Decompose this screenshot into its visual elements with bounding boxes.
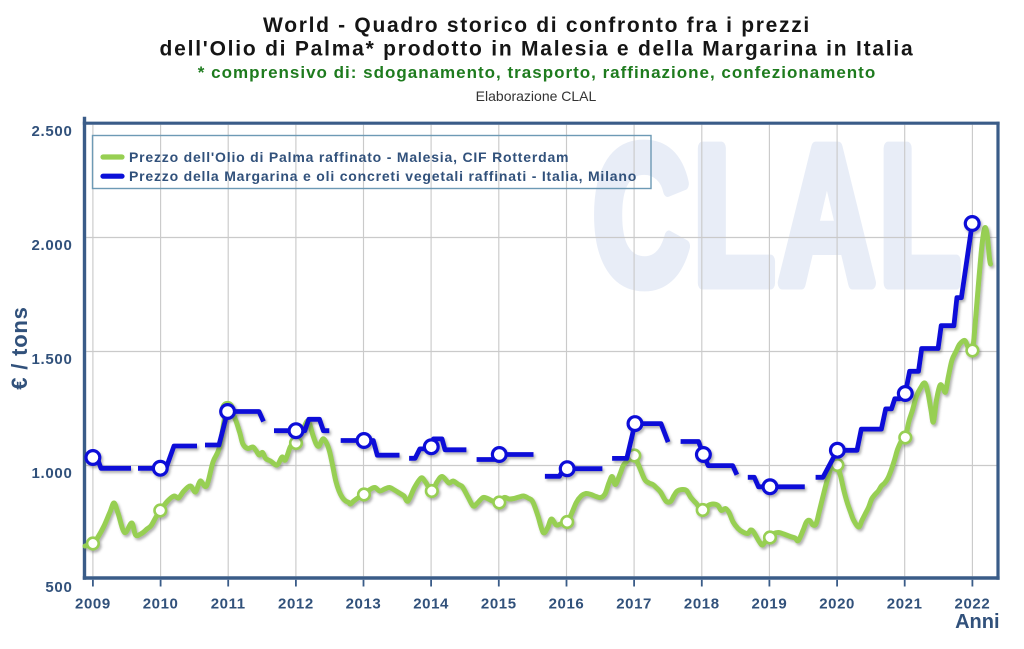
svg-text:2014: 2014 [413, 596, 449, 613]
svg-text:2017: 2017 [616, 596, 652, 613]
svg-text:2020: 2020 [819, 596, 855, 613]
svg-text:2015: 2015 [481, 596, 517, 613]
svg-text:1.500: 1.500 [31, 351, 72, 368]
svg-text:2016: 2016 [549, 596, 585, 613]
svg-text:Elaborazione CLAL: Elaborazione CLAL [476, 88, 597, 104]
svg-text:2011: 2011 [211, 596, 246, 613]
svg-text:* comprensivo di: sdoganamento: * comprensivo di: sdoganamento, trasport… [198, 63, 876, 82]
svg-text:2009: 2009 [75, 596, 111, 613]
svg-text:2018: 2018 [684, 596, 720, 613]
svg-text:€ / tons: € / tons [7, 306, 32, 389]
svg-text:2.500: 2.500 [31, 123, 72, 140]
svg-text:2012: 2012 [278, 596, 314, 613]
svg-text:dell'Olio di Palma* prodotto i: dell'Olio di Palma* prodotto in Malesia … [160, 38, 915, 61]
svg-text:2019: 2019 [752, 596, 788, 613]
svg-text:2021: 2021 [887, 596, 923, 613]
svg-text:2013: 2013 [346, 596, 382, 613]
svg-text:Prezzo della Margarina e oli c: Prezzo della Margarina e oli concreti ve… [129, 168, 637, 184]
svg-text:2022: 2022 [955, 596, 991, 613]
svg-text:500: 500 [45, 579, 72, 596]
svg-text:2.000: 2.000 [31, 237, 72, 254]
svg-text:Anni: Anni [955, 611, 999, 633]
svg-text:1.000: 1.000 [31, 465, 72, 482]
svg-text:CLAL: CLAL [593, 105, 965, 325]
svg-text:2010: 2010 [143, 596, 179, 613]
svg-text:Prezzo dell'Olio di Palma raff: Prezzo dell'Olio di Palma raffinato - Ma… [129, 149, 569, 165]
svg-text:World - Quadro storico di conf: World - Quadro storico di confronto fra … [263, 14, 811, 37]
